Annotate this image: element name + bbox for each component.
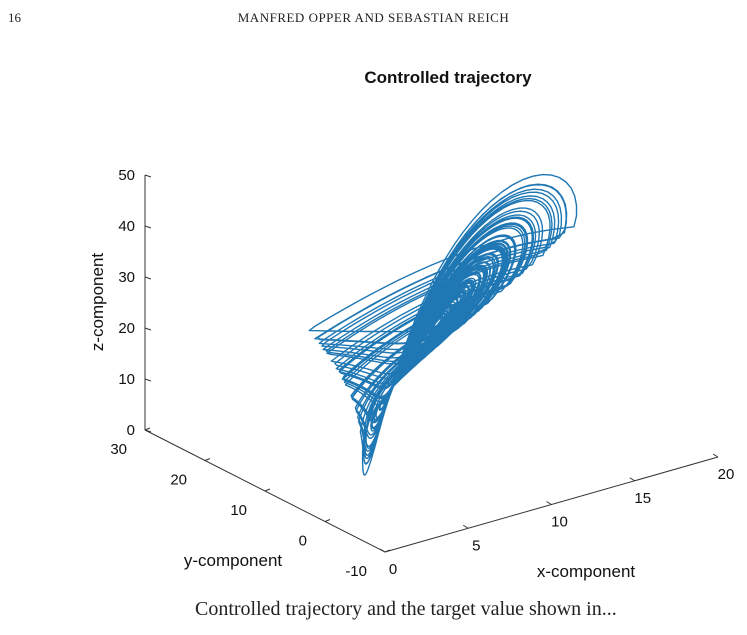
y-tick-label: 30 bbox=[110, 441, 127, 458]
x-tick-mark bbox=[462, 524, 469, 529]
y-tick-label: -10 bbox=[345, 563, 367, 580]
z-tick-label: 0 bbox=[127, 422, 135, 439]
x-tick-label: 5 bbox=[472, 537, 480, 554]
x-tick-mark bbox=[712, 453, 719, 458]
y-tick-label: 20 bbox=[170, 472, 187, 489]
y-tick-label: 0 bbox=[299, 533, 307, 550]
y-tick-mark bbox=[384, 549, 391, 553]
trajectory-line bbox=[308, 173, 578, 476]
x-tick-mark bbox=[546, 501, 552, 505]
y-tick-mark bbox=[204, 458, 211, 461]
x-tick-label: 10 bbox=[551, 514, 568, 531]
x-tick-label: 0 bbox=[389, 561, 397, 578]
z-tick-label: 50 bbox=[118, 167, 135, 184]
z-tick-label: 30 bbox=[118, 269, 135, 286]
y-tick-mark bbox=[144, 427, 151, 431]
z-tick-mark bbox=[144, 378, 152, 382]
y-tick-mark bbox=[324, 519, 331, 522]
z-tick-mark bbox=[144, 327, 152, 331]
x-tick-label: 20 bbox=[718, 466, 735, 483]
axes bbox=[144, 175, 719, 553]
running-head: MANFRED OPPER AND SEBASTIAN REICH bbox=[237, 10, 510, 25]
z-tick-mark bbox=[144, 276, 152, 280]
x-axis-label: x-component bbox=[537, 562, 636, 581]
z-tick-mark bbox=[144, 429, 152, 433]
z-tick-label: 10 bbox=[118, 371, 135, 388]
figure-caption: Controlled trajectory and the target val… bbox=[195, 598, 617, 620]
x-tick-mark bbox=[379, 548, 386, 553]
x-tick-label: 15 bbox=[634, 490, 651, 507]
page-header: 16 MANFRED OPPER AND SEBASTIAN REICH bbox=[0, 0, 747, 40]
figure-3d-plot: Controlled trajectory 01020304050-100102… bbox=[88, 68, 734, 581]
y-tick-mark bbox=[264, 488, 271, 492]
z-tick-label: 20 bbox=[118, 320, 135, 337]
y-axis-label: y-component bbox=[184, 551, 283, 570]
x-tick-mark bbox=[629, 477, 636, 482]
z-tick-mark bbox=[144, 174, 152, 178]
page-number: 16 bbox=[8, 10, 21, 25]
z-axis-label: z-component bbox=[88, 253, 107, 352]
z-tick-label: 40 bbox=[118, 218, 135, 235]
y-tick-label: 10 bbox=[230, 502, 247, 519]
chart-title: Controlled trajectory bbox=[364, 68, 532, 87]
z-tick-mark bbox=[144, 225, 152, 229]
